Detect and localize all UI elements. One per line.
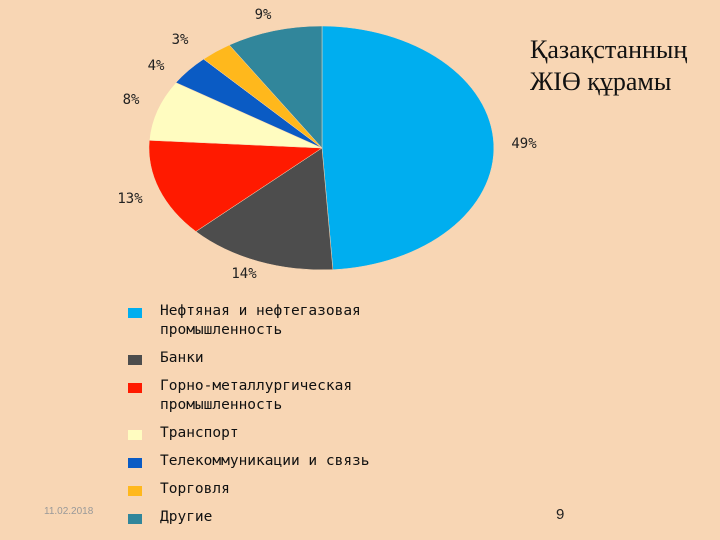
legend-label-0: Нефтяная и нефтегазовая промышленность [160,303,361,338]
legend-swatch-6 [128,514,142,524]
legend-label-6: Другие [160,509,213,525]
pie-slice-1 [195,147,334,271]
slice-value-label-6: 9% [255,7,272,23]
legend-item-4: Телекоммуникации и связь [128,452,370,471]
legend-swatch-1 [128,355,142,365]
legend-item-3: Транспорт [128,424,239,443]
pie-slice-2 [148,140,323,232]
legend-item-5: Торговля [128,480,230,499]
slice-value-label-3: 8% [123,92,140,108]
footer-date: 11.02.2018 [44,506,94,517]
legend-label-4: Телекоммуникации и связь [160,453,370,469]
legend-swatch-4 [128,458,142,468]
slice-value-label-0: 49% [511,136,537,152]
legend-label-1: Банки [160,350,204,366]
slice-value-label-4: 4% [148,58,165,74]
legend-swatch-3 [128,430,142,440]
slice-value-label-2: 13% [117,191,143,207]
legend-item-0: Нефтяная и нефтегазовая промышленность [128,302,361,340]
pie-slice-6 [228,25,323,149]
slide-title: Қазақстанның ЖІӨ құрамы [530,34,715,98]
page-number: 9 [556,506,565,523]
legend-swatch-0 [128,308,142,318]
legend-label-3: Транспорт [160,425,239,441]
slice-value-label-5: 3% [172,32,189,48]
legend-item-2: Горно-металлургическая промышленность [128,377,352,415]
legend-swatch-5 [128,486,142,496]
slide-title-line-1: Қазақстанның [530,35,688,64]
legend-label-5: Торговля [160,481,230,497]
legend-label-2: Горно-металлургическая промышленность [160,378,353,413]
legend-item-6: Другие [128,508,212,527]
pie-chart: 49% 14% 13% 8% 4% 3% 9% [117,7,537,282]
legend-item-1: Банки [128,349,204,368]
legend-swatch-2 [128,383,142,393]
pie-slice-0 [321,25,495,270]
slice-value-label-1: 14% [231,266,257,282]
slide-title-line-2: ЖІӨ құрамы [530,67,672,96]
